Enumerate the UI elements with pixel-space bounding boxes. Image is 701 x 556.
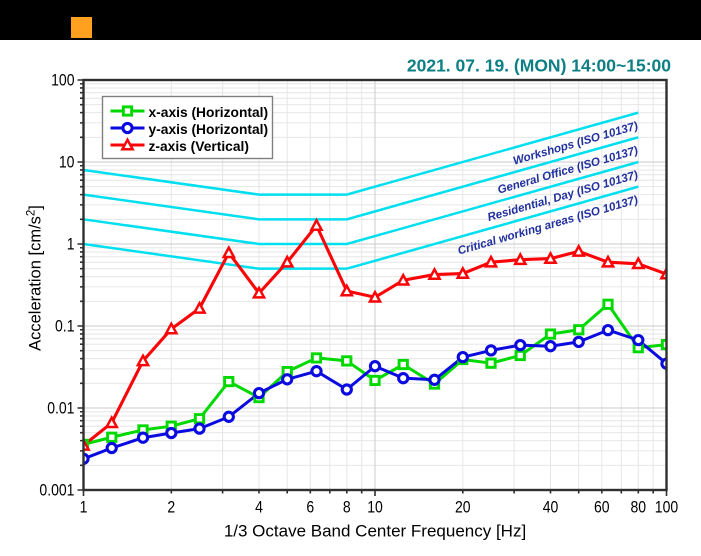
- svg-text:80: 80: [631, 498, 647, 516]
- svg-text:100: 100: [655, 498, 678, 516]
- svg-text:4: 4: [255, 498, 263, 516]
- svg-text:40: 40: [543, 498, 559, 516]
- svg-text:6: 6: [306, 498, 314, 516]
- svg-text:y-axis (Horizontal): y-axis (Horizontal): [149, 122, 269, 137]
- svg-text:1: 1: [67, 236, 75, 254]
- svg-text:2021. 07. 19. (MON) 14:00~15:0: 2021. 07. 19. (MON) 14:00~15:00: [407, 56, 671, 76]
- svg-text:x-axis (Horizontal): x-axis (Horizontal): [149, 105, 269, 120]
- svg-text:10: 10: [367, 498, 383, 516]
- svg-text:60: 60: [594, 498, 610, 516]
- svg-text:Acceleration [cm/s2]: Acceleration [cm/s2]: [26, 205, 45, 351]
- svg-text:1/3 Octave Band Center Frequen: 1/3 Octave Band Center Frequency [Hz]: [224, 522, 526, 541]
- svg-text:20: 20: [455, 498, 471, 516]
- svg-text:0.001: 0.001: [39, 482, 74, 500]
- svg-text:10: 10: [59, 154, 75, 172]
- svg-text:1: 1: [80, 498, 88, 516]
- svg-text:2: 2: [167, 498, 175, 516]
- svg-text:100: 100: [51, 72, 74, 90]
- svg-text:z-axis (Vertical): z-axis (Vertical): [149, 139, 249, 154]
- svg-text:0.1: 0.1: [55, 318, 75, 336]
- svg-text:8: 8: [343, 498, 351, 516]
- svg-text:0.01: 0.01: [47, 400, 74, 418]
